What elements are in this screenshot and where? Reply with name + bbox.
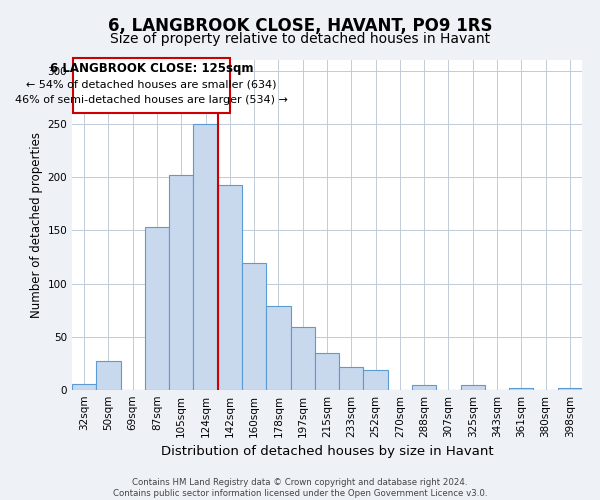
Bar (290, 327, 315, 390)
Bar (218, 184, 242, 390)
Bar (339, 366, 364, 390)
Bar (145, 227, 169, 390)
Bar (509, 388, 533, 390)
Bar (315, 352, 339, 390)
Text: 6 LANGBROOK CLOSE: 125sqm: 6 LANGBROOK CLOSE: 125sqm (50, 62, 253, 76)
Bar (558, 388, 582, 390)
Bar (193, 124, 218, 390)
FancyBboxPatch shape (73, 58, 230, 113)
Text: Contains HM Land Registry data © Crown copyright and database right 2024.
Contai: Contains HM Land Registry data © Crown c… (113, 478, 487, 498)
Bar (169, 175, 193, 390)
Text: Size of property relative to detached houses in Havant: Size of property relative to detached ho… (110, 32, 490, 46)
Bar (412, 384, 436, 390)
Text: 46% of semi-detached houses are larger (534) →: 46% of semi-detached houses are larger (… (15, 95, 288, 105)
Bar (461, 384, 485, 390)
Text: 6, LANGBROOK CLOSE, HAVANT, PO9 1RS: 6, LANGBROOK CLOSE, HAVANT, PO9 1RS (108, 18, 492, 36)
Bar (364, 370, 388, 390)
X-axis label: Distribution of detached houses by size in Havant: Distribution of detached houses by size … (161, 446, 493, 458)
Bar (242, 264, 266, 390)
Bar (96, 362, 121, 390)
Text: ← 54% of detached houses are smaller (634): ← 54% of detached houses are smaller (63… (26, 80, 277, 90)
Y-axis label: Number of detached properties: Number of detached properties (30, 132, 43, 318)
Bar (266, 306, 290, 390)
Bar (72, 384, 96, 390)
